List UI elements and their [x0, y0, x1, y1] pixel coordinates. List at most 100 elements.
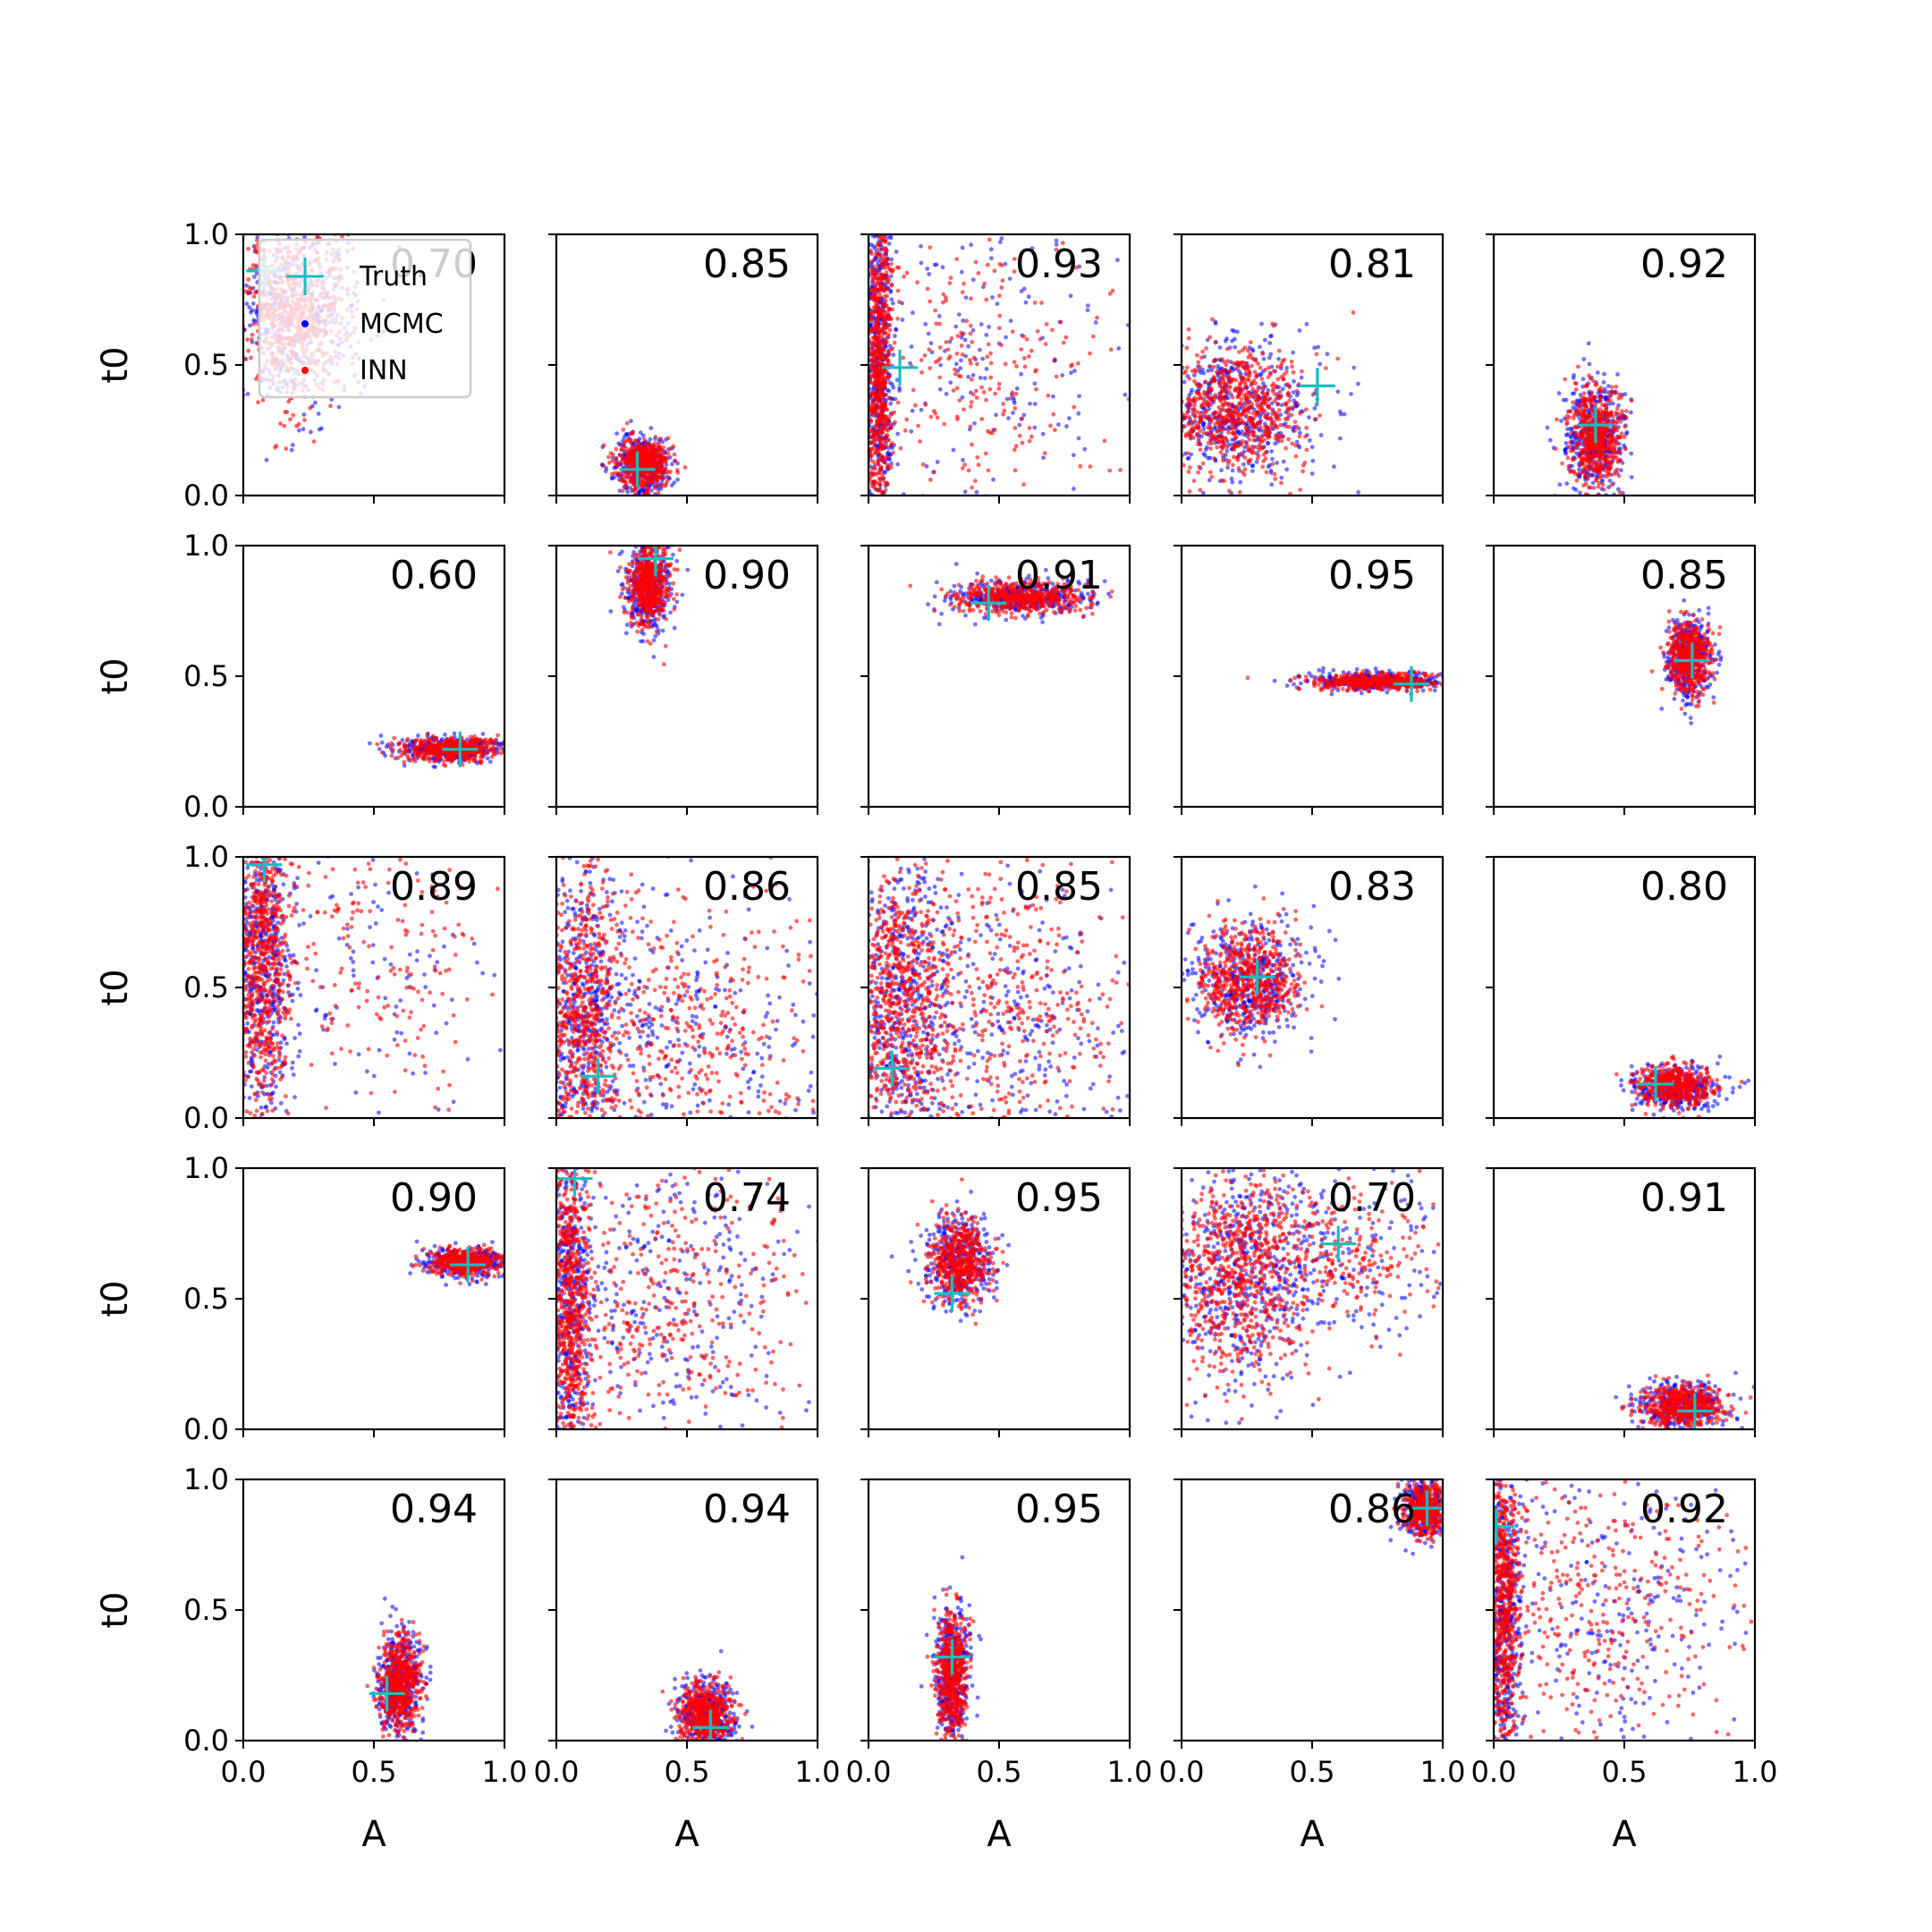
y-tick-label: 0.0: [183, 479, 229, 513]
inn-point: [1053, 428, 1057, 432]
inn-point: [1030, 349, 1034, 353]
inn-point: [1241, 439, 1245, 444]
inn-point: [896, 289, 901, 293]
inn-point: [1208, 364, 1213, 369]
inn-point: [1223, 381, 1227, 386]
inn-point: [1191, 410, 1195, 414]
inn-point: [933, 411, 937, 416]
mcmc-point: [1011, 411, 1015, 415]
inn-point: [659, 461, 664, 465]
inn-point: [252, 294, 257, 299]
mcmc-point: [869, 242, 874, 247]
inn-point: [645, 449, 649, 453]
inn-point: [891, 451, 895, 455]
inn-point: [1198, 420, 1202, 425]
inn-point: [970, 443, 974, 447]
mcmc-point: [972, 421, 977, 426]
inn-point: [1300, 369, 1304, 374]
inn-point: [250, 333, 255, 337]
inn-point: [1249, 340, 1253, 344]
inn-point: [286, 400, 291, 404]
inn-point: [974, 389, 979, 394]
inn-point: [668, 446, 673, 451]
inn-point: [955, 415, 960, 419]
inn-point: [619, 447, 623, 452]
inn-point: [877, 338, 881, 343]
inn-point: [1197, 436, 1201, 441]
inn-point: [1265, 470, 1269, 475]
inn-point: [971, 393, 976, 397]
inn-point: [1193, 415, 1198, 419]
inn-point: [1001, 412, 1005, 417]
inn-point: [251, 322, 256, 326]
inn-point: [656, 460, 660, 464]
inn-point: [1208, 426, 1213, 430]
inn-point: [1216, 405, 1221, 410]
inn-point: [1001, 402, 1005, 406]
inn-point: [1203, 402, 1208, 407]
inn-point: [1244, 441, 1249, 445]
mcmc-point: [1115, 258, 1120, 262]
inn-point: [1243, 383, 1248, 387]
inn-point: [893, 420, 897, 425]
mcmc-point: [1233, 337, 1237, 342]
inn-point: [879, 357, 884, 361]
inn-point: [1238, 374, 1242, 378]
inn-point: [1234, 406, 1239, 411]
mcmc-point: [302, 412, 307, 417]
mcmc-point: [641, 433, 646, 437]
inn-point: [1243, 412, 1248, 417]
inn-point: [890, 346, 894, 351]
inn-point: [954, 257, 959, 261]
mcmc-point: [1051, 394, 1055, 399]
inn-point: [1318, 413, 1322, 418]
inn-point: [1199, 447, 1203, 452]
inn-point: [1250, 429, 1255, 434]
mcmc-point: [1266, 441, 1270, 445]
inn-point: [661, 445, 665, 450]
inn-point: [1046, 394, 1051, 398]
mcmc-point: [893, 334, 897, 338]
inn-point: [946, 347, 951, 352]
inn-point: [928, 366, 932, 370]
mcmc-point: [938, 387, 943, 392]
inn-point: [1014, 392, 1019, 396]
inn-point: [880, 326, 885, 331]
mcmc-point: [888, 402, 893, 406]
inn-point: [913, 403, 918, 408]
mcmc-point: [249, 310, 253, 315]
inn-point: [1255, 388, 1259, 393]
mcmc-point: [1284, 467, 1289, 471]
inn-point: [984, 398, 988, 402]
mcmc-point: [948, 380, 953, 385]
mcmc-point: [1349, 392, 1353, 396]
inn-point: [623, 480, 627, 485]
mcmc-point: [925, 267, 929, 271]
inn-point: [883, 240, 887, 244]
inn-point: [1240, 452, 1244, 456]
inn-point: [1187, 397, 1191, 402]
mcmc-point: [901, 318, 905, 322]
mcmc-point: [1352, 366, 1356, 370]
mcmc-point: [964, 295, 969, 300]
y-axis-label: t0: [95, 346, 136, 383]
inn-point: [1262, 399, 1267, 403]
inn-point: [871, 396, 876, 401]
inn-point: [1013, 426, 1017, 430]
inn-point: [1076, 361, 1080, 366]
inn-point: [1229, 380, 1233, 385]
inn-point: [1187, 420, 1191, 425]
inn-point: [880, 397, 885, 402]
mcmc-point: [927, 272, 931, 276]
inn-point: [1260, 465, 1265, 470]
inn-point: [1229, 425, 1233, 429]
inn-point: [886, 464, 890, 469]
inn-point: [1208, 419, 1213, 424]
inn-point: [1275, 437, 1280, 442]
inn-point: [1251, 433, 1256, 437]
mcmc-point: [604, 469, 608, 473]
inn-point: [873, 452, 877, 456]
inn-point: [985, 355, 989, 360]
inn-point: [987, 469, 991, 473]
mcmc-point: [252, 275, 257, 279]
